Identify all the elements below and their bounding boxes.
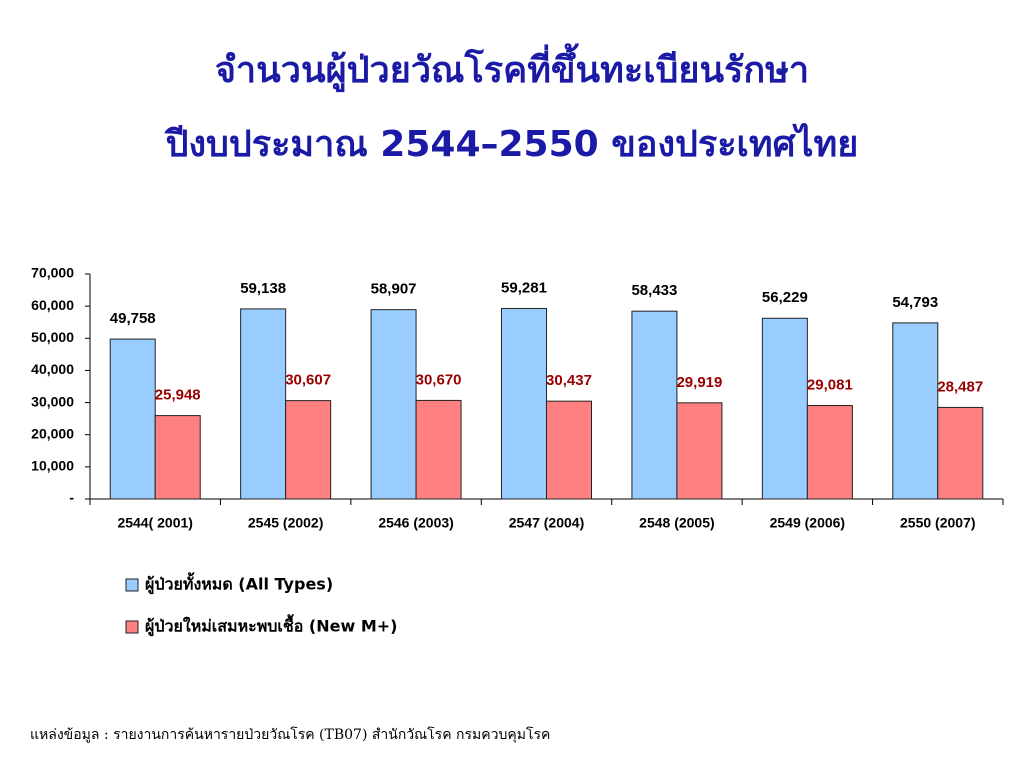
bar [676,402,723,500]
y-tick-label: 70,000 [31,265,74,281]
chart-title: จำนวนผู้ป่วยวัณโรคที่ขึ้นทะเบียนรักษา [215,43,809,93]
value-label: 58,907 [371,281,417,298]
x-tick-label: 2550 (2007) [900,515,976,531]
value-label: 25,948 [155,387,201,404]
legend-label: ผู้ป่วยใหม่เสมหะพบเชื้อ (New M+) [145,614,397,638]
y-tick-label: - [69,490,74,506]
bar [937,406,984,500]
bar [546,400,592,500]
bar [415,399,462,500]
legend-swatch [125,620,139,634]
bar [892,322,939,500]
value-label: 30,607 [285,372,331,389]
value-label: 29,081 [807,376,853,393]
bar [370,309,417,500]
bar [631,310,678,500]
x-tick-label: 2549 (2006) [770,515,846,531]
bar [501,307,547,500]
x-tick-label: 2544( 2001) [117,515,193,531]
value-label: 28,487 [937,378,983,395]
x-tick-label: 2545 (2002) [248,515,324,531]
x-tick-label: 2546 (2003) [378,515,454,531]
value-label: 54,793 [892,294,938,311]
value-label: 59,138 [240,280,286,297]
value-label: 49,758 [110,310,156,327]
bar [806,405,853,500]
legend-swatch [125,578,139,592]
value-label: 59,281 [501,279,547,296]
bar [154,415,201,500]
value-label: 29,919 [676,374,722,391]
chart-subtitle: ปีงบประมาณ 2544–2550 ของประเทศไทย [164,122,858,165]
value-label: 58,433 [631,282,677,299]
y-tick-label: 20,000 [31,425,74,441]
y-tick-label: 60,000 [31,297,74,313]
y-tick-label: 50,000 [31,329,74,345]
legend-label: ผู้ป่วยทั้งหมด (All Types) [145,572,333,596]
bar [761,317,808,500]
x-tick-label: 2547 (2004) [509,515,585,531]
x-tick-label: 2548 (2005) [639,515,715,531]
y-tick-label: 30,000 [31,393,74,409]
source-note: แหล่งข้อมูล : รายงานการค้นหารายป่วยวัณโร… [30,726,550,743]
y-tick-label: 40,000 [31,361,74,377]
bar [240,308,287,500]
value-label: 30,437 [546,372,592,389]
value-label: 30,670 [416,371,462,388]
bar [109,338,156,500]
y-tick-label: 10,000 [31,458,74,474]
bar [285,400,332,500]
value-label: 56,229 [762,289,808,306]
